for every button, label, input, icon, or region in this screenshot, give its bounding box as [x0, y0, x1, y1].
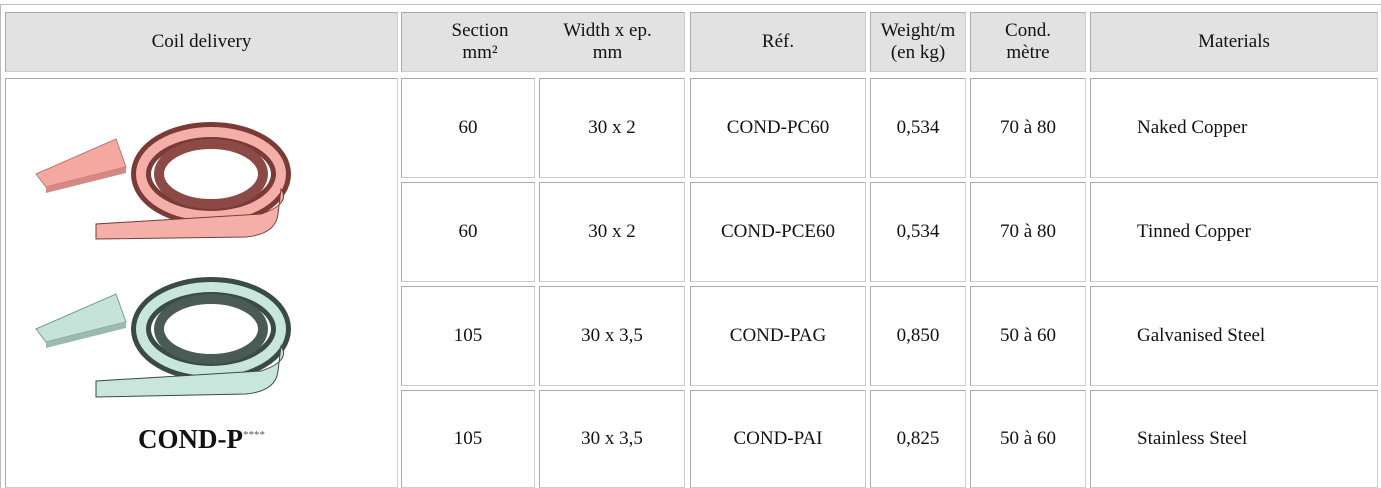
frame-top [0, 4, 1381, 5]
header-text: Cond. mètre [1005, 20, 1051, 63]
header-cell [870, 12, 966, 72]
cell [690, 182, 866, 282]
cell-text: Naked Copper [1137, 117, 1248, 138]
cell-text: COND-PCE60 [720, 221, 835, 242]
cell [970, 182, 1086, 282]
cell-text: 105 [453, 325, 483, 346]
header-cell [5, 12, 398, 72]
cell [539, 286, 685, 386]
cell-text: Tinned Copper [1137, 221, 1251, 242]
frame-left [0, 4, 1, 488]
cell-text: COND-PC60 [726, 117, 830, 138]
cell [870, 286, 966, 386]
cell-text: Galvanised Steel [1137, 325, 1266, 346]
cell [539, 182, 685, 282]
cell-text: 0,850 [896, 325, 940, 346]
coil-illustration [35, 122, 291, 398]
steel-coil [35, 277, 291, 398]
header-text: Materials [1198, 31, 1270, 52]
header-text: Coil delivery [151, 31, 252, 52]
cell-text: 70 à 80 [1000, 221, 1056, 242]
cell [870, 78, 966, 178]
product-label: COND-P**** [6, 424, 397, 455]
header-cell [401, 12, 685, 72]
header-cell [690, 12, 866, 72]
cell-text: 70 à 80 [1000, 117, 1056, 138]
header-text: Réf. [761, 31, 795, 52]
cell-text: 30 x 2 [588, 221, 636, 242]
cell-text: 30 x 2 [588, 117, 636, 138]
header-text: Width x ep. mm [563, 20, 652, 63]
cell-text: 30 x 3,5 [581, 325, 643, 346]
image-cell: COND-P**** [5, 78, 398, 488]
cell [970, 286, 1086, 386]
cell [1090, 182, 1378, 282]
cell [690, 286, 866, 386]
cell [690, 78, 866, 178]
cell [401, 78, 535, 178]
cell-text: COND-PAG [729, 325, 827, 346]
cell [1090, 78, 1378, 178]
cell-text: 50 à 60 [1000, 428, 1056, 449]
cell-text: 60 [458, 117, 478, 138]
cell-text: 30 x 3,5 [581, 428, 643, 449]
header-text: Section mm² [451, 20, 509, 63]
cell-text: 60 [458, 221, 478, 242]
cell-text: 0,534 [896, 117, 940, 138]
copper-coil [35, 122, 291, 240]
product-name: COND-P [138, 424, 243, 454]
header-text: Weight/m (en kg) [880, 20, 956, 63]
cell [401, 286, 535, 386]
cell [539, 78, 685, 178]
cell [401, 182, 535, 282]
product-suffix: **** [242, 429, 265, 441]
cell [870, 182, 966, 282]
header-cell [1090, 12, 1378, 72]
header-cell [970, 12, 1086, 72]
cell-text: 50 à 60 [1000, 325, 1056, 346]
cell [970, 78, 1086, 178]
cell [1090, 286, 1378, 386]
cell-text: 105 [453, 428, 483, 449]
cell-text: Stainless Steel [1137, 428, 1248, 449]
cell-text: 0,825 [896, 428, 940, 449]
cell-text: 0,534 [896, 221, 940, 242]
cell-text: COND-PAI [733, 428, 823, 449]
